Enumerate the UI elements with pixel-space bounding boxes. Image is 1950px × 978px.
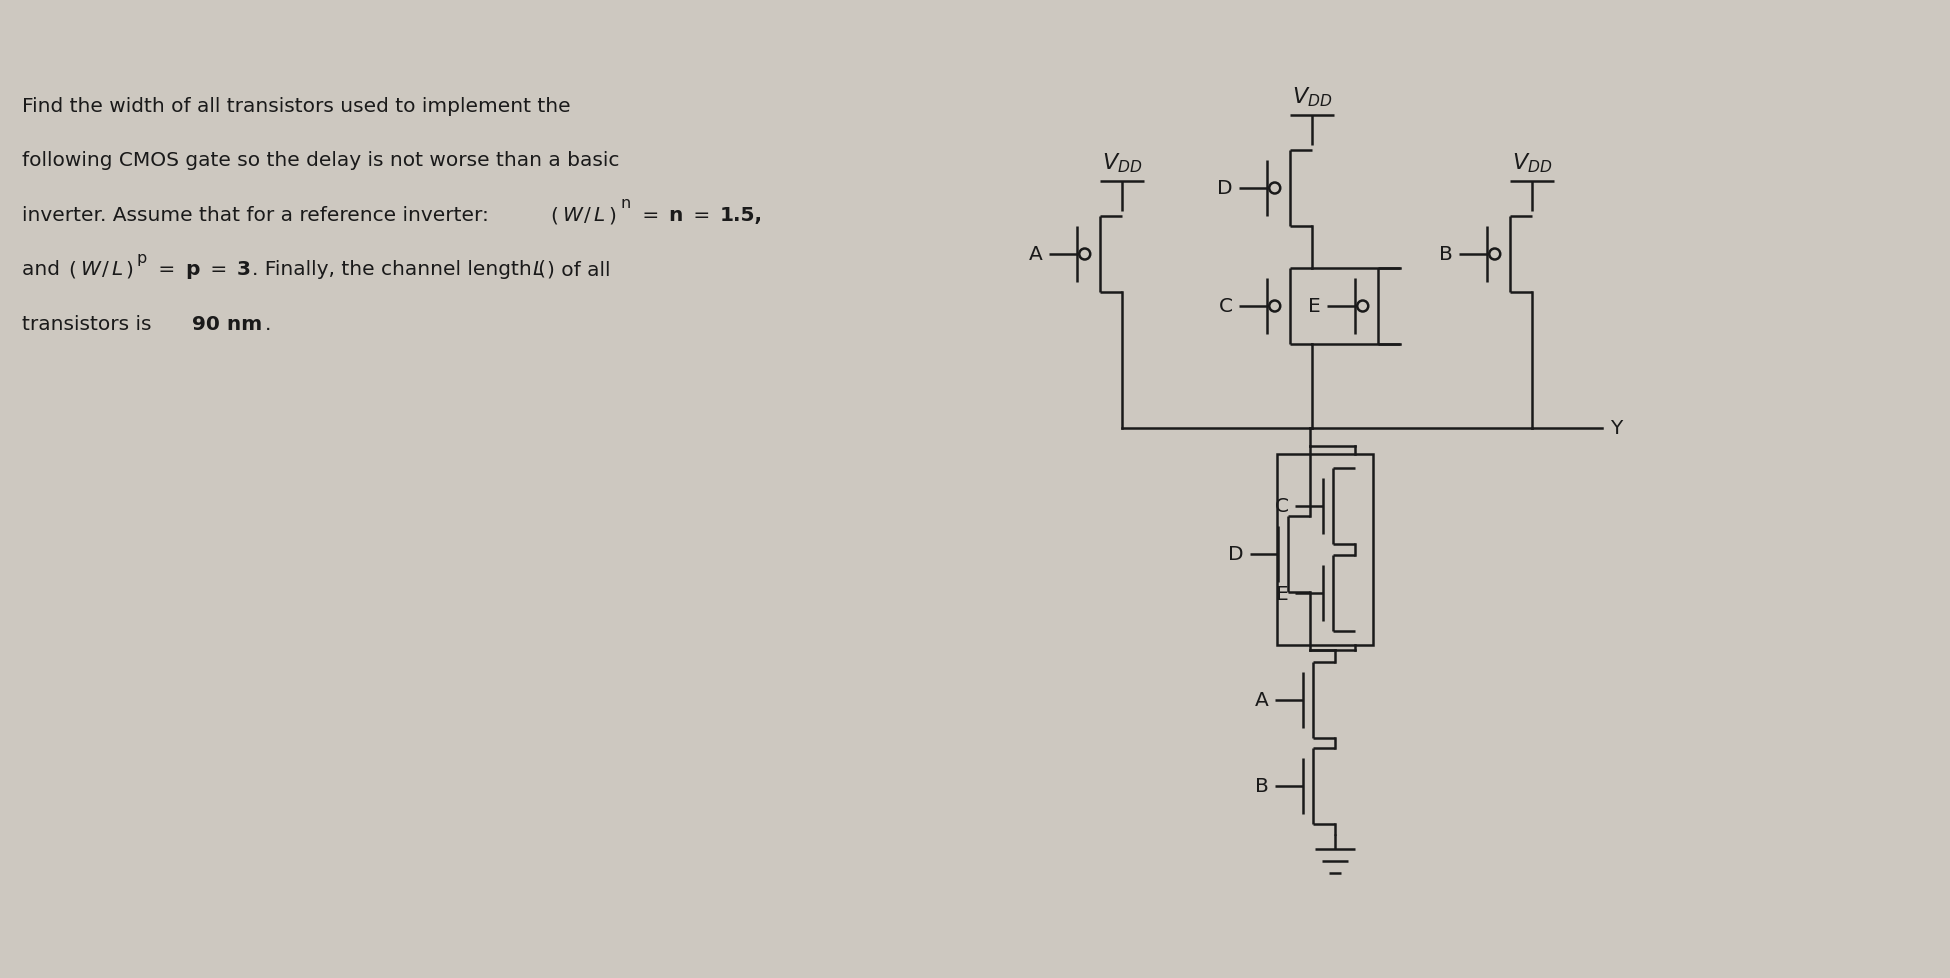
Text: C: C [1275, 497, 1289, 516]
Text: L: L [593, 205, 604, 225]
Text: and: and [21, 260, 66, 279]
Text: (: ( [68, 260, 76, 279]
Text: ): ) [608, 205, 616, 225]
Text: following CMOS gate so the delay is not worse than a basic: following CMOS gate so the delay is not … [21, 152, 620, 170]
Text: B: B [1256, 777, 1269, 796]
Text: 1.5,: 1.5, [720, 205, 762, 225]
Text: n: n [669, 205, 682, 225]
Text: D: D [1217, 179, 1232, 199]
Text: 90 nm: 90 nm [191, 315, 261, 333]
Text: E: E [1308, 297, 1320, 316]
Text: p: p [185, 260, 199, 279]
Text: 3: 3 [238, 260, 252, 279]
Text: L: L [111, 260, 123, 279]
Text: L: L [532, 260, 544, 279]
Text: p: p [136, 250, 148, 265]
Text: W: W [562, 205, 581, 225]
Text: Y: Y [1611, 419, 1622, 438]
Text: . Finally, the channel length (: . Finally, the channel length ( [252, 260, 546, 279]
Text: transistors is: transistors is [21, 315, 158, 333]
Text: =: = [152, 260, 181, 279]
Text: $V_{DD}$: $V_{DD}$ [1102, 152, 1143, 175]
Text: ) of all: ) of all [548, 260, 610, 279]
Text: .: . [265, 315, 271, 333]
Text: Find the width of all transistors used to implement the: Find the width of all transistors used t… [21, 97, 571, 115]
Text: =: = [205, 260, 234, 279]
Text: $V_{DD}$: $V_{DD}$ [1291, 85, 1332, 109]
Text: C: C [1219, 297, 1232, 316]
Text: A: A [1030, 245, 1043, 264]
Text: $V_{DD}$: $V_{DD}$ [1511, 152, 1552, 175]
Text: A: A [1256, 690, 1269, 710]
Text: =: = [636, 205, 665, 225]
Text: /: / [101, 260, 109, 279]
Text: (: ( [550, 205, 558, 225]
Text: inverter. Assume that for a reference inverter:: inverter. Assume that for a reference in… [21, 205, 495, 225]
Text: E: E [1275, 584, 1289, 602]
Text: =: = [686, 205, 718, 225]
Text: ): ) [125, 260, 133, 279]
Text: n: n [620, 196, 630, 211]
Text: D: D [1228, 545, 1244, 564]
Text: B: B [1439, 245, 1453, 264]
Text: W: W [80, 260, 99, 279]
Text: /: / [583, 205, 591, 225]
Bar [1277, 455, 1373, 645]
